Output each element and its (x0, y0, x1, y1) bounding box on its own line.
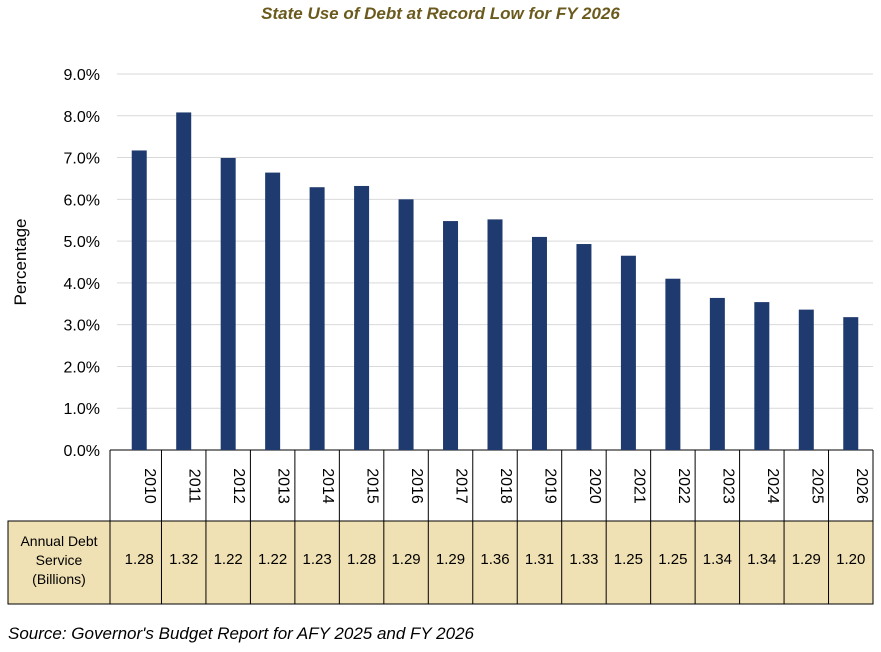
y-tick-label: 4.0% (64, 276, 100, 293)
x-tick-label: 2019 (541, 468, 558, 504)
x-tick-label: 2017 (453, 468, 470, 504)
y-tick-label: 3.0% (64, 318, 100, 335)
data-table-value: 1.25 (658, 551, 687, 568)
x-tick-label: 2022 (675, 468, 692, 504)
x-tick-label: 2025 (808, 468, 825, 504)
x-tick-label: 2015 (364, 468, 381, 504)
data-table-value: 1.29 (436, 551, 465, 568)
y-tick-label: 2.0% (64, 359, 100, 376)
data-table-row (7, 520, 874, 605)
x-tick-label: 2012 (230, 468, 247, 504)
data-table-value: 1.20 (836, 551, 865, 568)
data-table-value: 1.36 (480, 551, 509, 568)
data-table-value: 1.34 (703, 551, 732, 568)
y-tick-label: 8.0% (64, 109, 100, 126)
data-table-value: 1.32 (169, 551, 198, 568)
data-table-value: 1.28 (347, 551, 376, 568)
bar-2019 (531, 236, 547, 450)
x-tick-label: 2026 (853, 468, 870, 504)
bar-2016 (398, 199, 414, 450)
bar-2015 (354, 185, 370, 450)
data-table-value: 1.22 (258, 551, 287, 568)
source-note: Source: Governor's Budget Report for AFY… (8, 624, 474, 643)
x-tick-label: 2021 (630, 468, 647, 504)
data-table-value: 1.31 (525, 551, 554, 568)
x-tick-label: 2016 (408, 468, 425, 504)
bar-2020 (576, 244, 592, 450)
x-tick-label: 2013 (275, 468, 292, 504)
bar-2021 (620, 255, 636, 450)
y-tick-label: 1.0% (64, 401, 100, 418)
data-table-value: 1.22 (214, 551, 243, 568)
bar-2024 (754, 302, 770, 450)
y-axis-ticks: 0.0% 1.0% 2.0% 3.0% 4.0% 5.0% 6.0% 7.0% 8.0% 9.0% (64, 67, 100, 460)
y-tick-label: 9.0% (64, 67, 100, 84)
chart-title: State Use of Debt at Record Low for FY 2… (261, 4, 620, 23)
data-table-value: 1.34 (747, 551, 776, 568)
data-table-row-label: Annual Debt Service (Billions) (20, 533, 97, 587)
data-table: 2010 2011 2012 2013 2014 2015 2016 2017 2018 2019… (7, 450, 874, 605)
bar-2018 (487, 219, 503, 450)
bar-2010 (131, 150, 147, 450)
data-table-value: 1.28 (125, 551, 154, 568)
y-tick-label: 7.0% (64, 151, 100, 168)
x-tick-label: 2018 (497, 468, 514, 504)
data-table-value: 1.25 (614, 551, 643, 568)
data-table-value: 1.23 (303, 551, 332, 568)
bar-2014 (309, 187, 325, 450)
bar-2026 (843, 317, 859, 450)
x-tick-label: 2011 (186, 469, 203, 504)
x-tick-label: 2020 (586, 468, 603, 504)
bar-2013 (265, 172, 281, 450)
x-tick-label: 2014 (319, 468, 336, 504)
bar-2011 (176, 112, 192, 451)
bar-2022 (665, 278, 681, 450)
bars (131, 112, 859, 451)
x-tick-label: 2023 (719, 468, 736, 504)
data-table-value: 1.29 (792, 551, 821, 568)
y-tick-label: 6.0% (64, 192, 100, 209)
data-table-value: 1.29 (391, 551, 420, 568)
y-tick-label: 0.0% (64, 443, 100, 460)
y-tick-label: 5.0% (64, 234, 100, 251)
bar-2017 (443, 221, 459, 450)
bar-2025 (798, 309, 814, 450)
bar-2023 (709, 297, 725, 450)
bar-2012 (220, 157, 236, 450)
data-table-value: 1.33 (569, 551, 598, 568)
x-tick-label: 2010 (141, 468, 158, 504)
x-tick-label: 2024 (764, 468, 781, 504)
y-axis-title: Percentage (11, 219, 30, 306)
